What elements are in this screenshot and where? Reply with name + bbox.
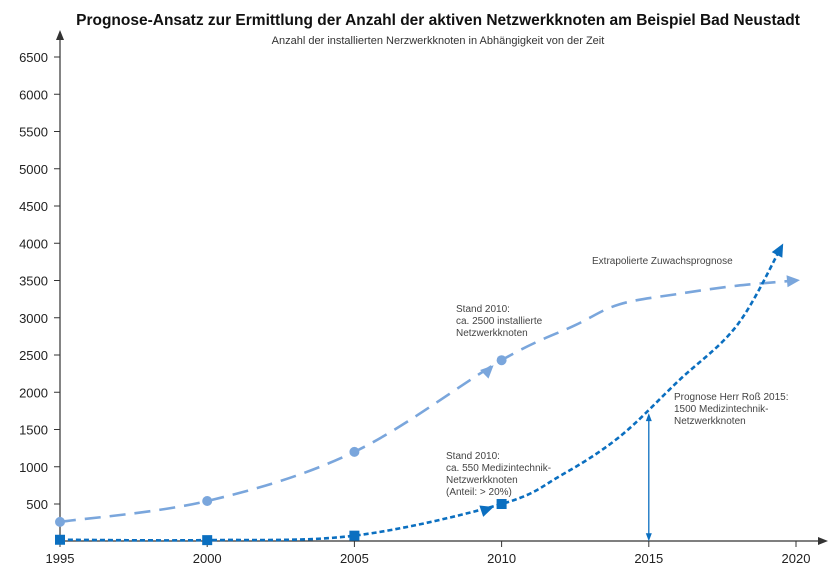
- data-point: [55, 516, 65, 527]
- y-tick-label: 4500: [19, 199, 48, 214]
- series-mid-arrow-icon: [480, 365, 494, 379]
- y-tick-label: 6500: [19, 50, 48, 65]
- y-tick-label: 3000: [19, 311, 48, 326]
- data-point: [349, 530, 360, 541]
- y-tick-label: 4000: [19, 236, 48, 251]
- y-tick-label: 5500: [19, 125, 48, 140]
- annotation-prognose: 1500 Medizintechnik-: [674, 404, 769, 415]
- y-axis-arrow-icon: [56, 30, 64, 40]
- annotation-stand-total: Stand 2010:: [456, 304, 510, 315]
- x-tick-label: 2020: [782, 551, 811, 566]
- data-point: [202, 496, 213, 507]
- annotation-stand-total: ca. 2500 installierte: [456, 316, 543, 327]
- chart-subtitle: Anzahl der installierten Nerzwerkknoten …: [272, 35, 605, 47]
- series-end-arrow-icon: [786, 275, 800, 288]
- y-tick-label: 500: [26, 497, 48, 512]
- data-point: [496, 499, 507, 509]
- series-mid-arrow-icon: [479, 505, 494, 517]
- x-tick-label: 2005: [340, 551, 369, 566]
- annotation-stand-med: (Anteil: > 20%): [446, 487, 512, 498]
- y-tick-label: 5000: [19, 162, 48, 177]
- x-tick-label: 2000: [193, 551, 222, 566]
- annotation-stand-total: Netzwerkknoten: [456, 328, 528, 339]
- arrow-up-icon: [645, 413, 652, 422]
- arrow-down-icon: [645, 533, 652, 542]
- y-tick-label: 1000: [19, 460, 48, 475]
- annotation-stand-med: Stand 2010:: [446, 451, 500, 462]
- x-tick-label: 2015: [634, 551, 663, 566]
- annotation-prognose: Prognose Herr Roß 2015:: [674, 392, 789, 403]
- data-point: [496, 355, 507, 366]
- x-tick-label: 2010: [487, 551, 516, 566]
- y-tick-label: 3500: [19, 274, 48, 289]
- y-tick-label: 6000: [19, 87, 48, 102]
- series-end-arrow-icon: [771, 243, 784, 258]
- y-tick-label: 2500: [19, 348, 48, 363]
- annotation-prognose: Netzwerkknoten: [674, 416, 746, 427]
- annotation-extrapolation: Extrapolierte Zuwachsprognose: [592, 256, 733, 267]
- data-point: [55, 534, 65, 545]
- annotation-stand-med: Netzwerkknoten: [446, 475, 518, 486]
- y-tick-label: 2000: [19, 385, 48, 400]
- data-point: [202, 535, 213, 546]
- data-point: [349, 446, 360, 457]
- chart-title: Prognose-Ansatz zur Ermittlung der Anzah…: [76, 12, 800, 29]
- annotation-stand-med: ca. 550 Medizintechnik-: [446, 463, 551, 474]
- x-axis-arrow-icon: [818, 537, 828, 545]
- x-tick-label: 1995: [46, 551, 75, 566]
- series-line: [59, 246, 783, 542]
- y-tick-label: 1500: [19, 423, 48, 438]
